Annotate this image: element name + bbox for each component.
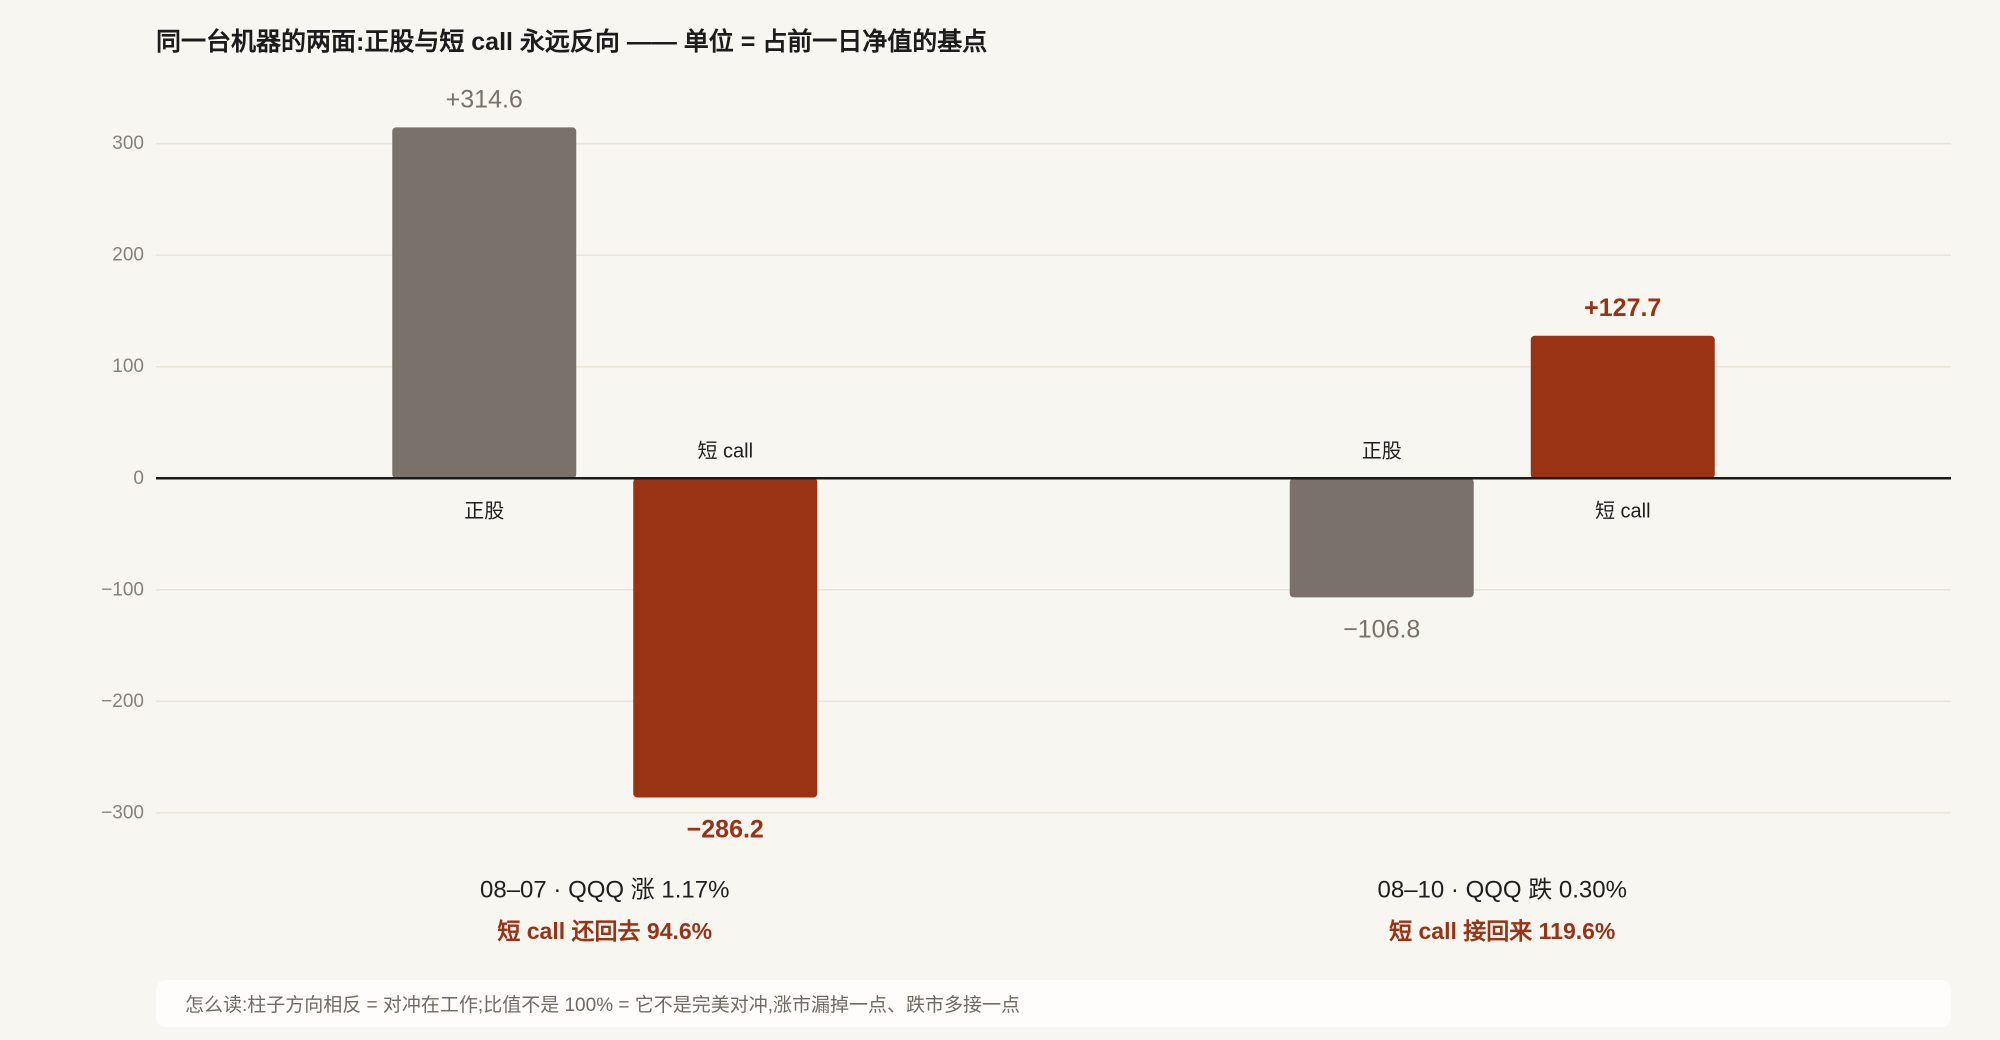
y-tick-label: 0	[133, 468, 144, 489]
y-tick-label: −300	[101, 802, 144, 823]
group-note-1: 短 call 还回去 94.6%	[497, 918, 712, 944]
bar-series-2-group-2	[1530, 335, 1715, 479]
y-tick-label: −200	[101, 691, 144, 712]
bar-series-1-group-1	[392, 127, 577, 479]
reading-guide-text: 怎么读:柱子方向相反 = 对冲在工作;比值不是 100% = 它不是完美对冲,涨…	[185, 995, 1021, 1016]
y-tick-label: −100	[101, 579, 144, 600]
reading-guide-box: 怎么读:柱子方向相反 = 对冲在工作;比值不是 100% = 它不是完美对冲,涨…	[156, 980, 1951, 1027]
y-tick-label: 100	[112, 356, 144, 377]
bar-series-2-group-1	[633, 478, 818, 798]
y-tick-label: 300	[112, 133, 144, 154]
y-tick-label: 200	[112, 245, 144, 266]
group-note-2: 短 call 接回来 119.6%	[1389, 918, 1615, 944]
value-label-series-1-group-1: +314.6	[446, 85, 523, 113]
series-label-series-2-group-2: 短 call	[1595, 499, 1651, 522]
group-label-2: 08–10 · QQQ 跌 0.30%	[1378, 877, 1627, 904]
group-label-1: 08–07 · QQQ 涨 1.17%	[480, 877, 729, 904]
series-label-series-1-group-1: 正股	[464, 500, 504, 522]
label-layer: 300 200 100 0 −100 −200 −300 +314.6 正股 −286.2 短 ca…	[101, 85, 1661, 944]
series-label-series-1-group-2: 正股	[1362, 440, 1402, 462]
series-label-series-2-group-1: 短 call	[697, 439, 753, 462]
chart-title: 同一台机器的两面:正股与短 call 永远反向 —— 单位 = 占前一日净值的基…	[156, 28, 988, 56]
value-label-series-1-group-2: −106.8	[1343, 615, 1420, 643]
value-label-series-2-group-1: −286.2	[687, 815, 764, 843]
value-label-series-2-group-2: +127.7	[1584, 294, 1661, 322]
bar-layer	[156, 127, 1951, 798]
bar-series-1-group-2	[1289, 478, 1474, 598]
